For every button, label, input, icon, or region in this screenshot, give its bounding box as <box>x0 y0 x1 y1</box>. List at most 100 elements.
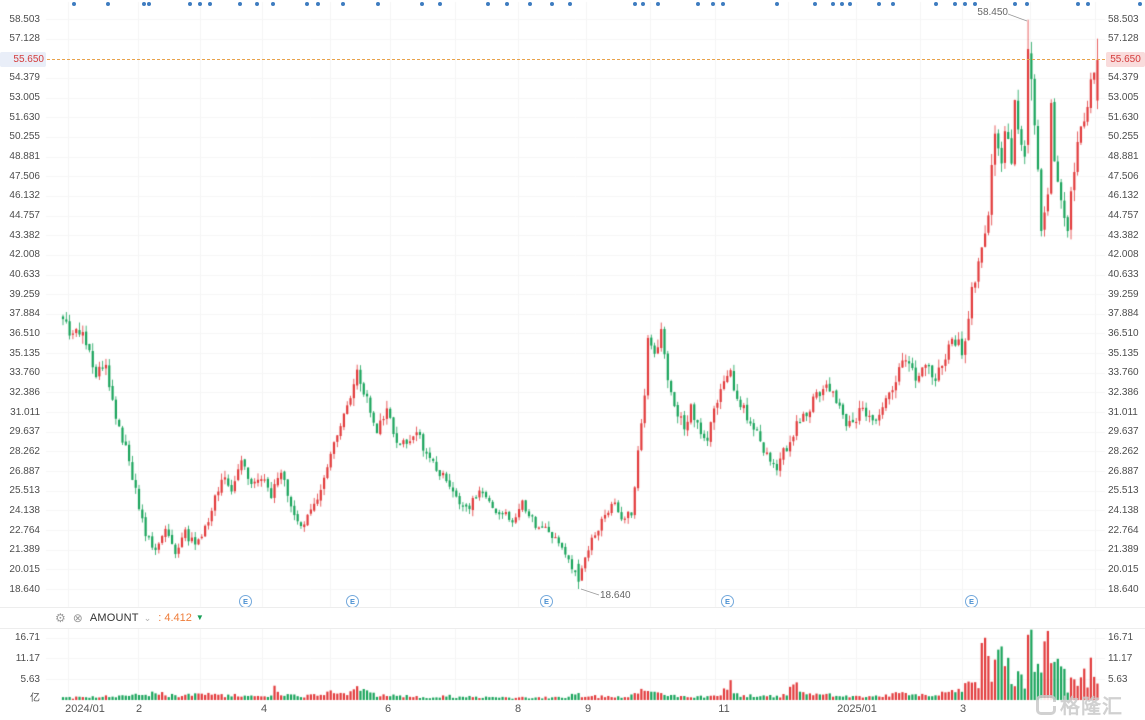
price-axis-label: 40.633 <box>1108 269 1139 281</box>
news-event-dot[interactable] <box>188 2 192 6</box>
news-event-dot[interactable] <box>1086 2 1090 6</box>
news-event-dot[interactable] <box>376 2 380 6</box>
price-axis-label: 47.506 <box>9 170 40 182</box>
price-axis-label: 44.757 <box>1108 210 1139 222</box>
indicator-value-dropdown-arrow-icon[interactable]: ▼ <box>195 613 204 622</box>
price-axis-label: 32.386 <box>9 386 40 398</box>
price-axis-label: 24.138 <box>1108 504 1139 516</box>
news-event-dot[interactable] <box>142 2 146 6</box>
price-axis-label: 29.637 <box>9 426 40 438</box>
price-axis-label: 33.760 <box>9 367 40 379</box>
news-event-dot[interactable] <box>813 2 817 6</box>
news-event-dot[interactable] <box>438 2 442 6</box>
price-axis-label: 53.005 <box>1108 92 1139 104</box>
news-event-dot[interactable] <box>72 2 76 6</box>
time-axis-tick-label: 8 <box>514 703 522 715</box>
price-axis-label: 37.884 <box>1108 308 1139 320</box>
price-axis-label: 31.011 <box>1108 406 1138 418</box>
news-event-dot[interactable] <box>238 2 242 6</box>
news-event-dot[interactable] <box>316 2 320 6</box>
news-event-dot[interactable] <box>633 2 637 6</box>
news-event-dot[interactable] <box>305 2 309 6</box>
price-axis-label: 53.005 <box>9 92 40 104</box>
volume-axis-label: 16.71 <box>1108 632 1134 644</box>
price-axis-label: 48.881 <box>1108 151 1139 163</box>
low-annotation-connector <box>580 588 600 596</box>
earnings-marker[interactable]: E <box>239 595 252 608</box>
indicator-close-icon[interactable]: ⊗ <box>72 611 83 625</box>
price-axis-label: 51.630 <box>1108 111 1139 123</box>
news-event-dot[interactable] <box>711 2 715 6</box>
volume-indicator-header: ⚙ ⊗ AMOUNT ⌄ : 4.412 ▼ <box>0 608 1145 628</box>
indicator-settings-icon[interactable]: ⚙ <box>55 611 66 625</box>
price-axis-label: 36.510 <box>9 327 40 339</box>
price-axis-label: 58.503 <box>1108 13 1139 25</box>
price-axis-label: 47.506 <box>1108 170 1139 182</box>
news-event-dot[interactable] <box>341 2 345 6</box>
price-axis-label: 54.379 <box>9 72 40 84</box>
news-event-dot[interactable] <box>528 2 532 6</box>
news-event-dot[interactable] <box>848 2 852 6</box>
indicator-name-label[interactable]: AMOUNT <box>89 612 139 624</box>
volume-unit-label: 亿 <box>30 693 40 704</box>
chevron-down-icon[interactable]: ⌄ <box>143 612 152 623</box>
price-axis-label: 44.757 <box>9 210 40 222</box>
time-axis-tick-label: 2024/01 <box>65 703 105 715</box>
price-axis-label: 35.135 <box>9 347 40 359</box>
price-axis-label: 32.386 <box>1108 386 1139 398</box>
news-event-dot[interactable] <box>198 2 202 6</box>
price-axis-label: 36.510 <box>1108 327 1139 339</box>
price-axis-label: 57.128 <box>1108 33 1139 45</box>
news-event-dot[interactable] <box>973 2 977 6</box>
price-axis-label: 39.259 <box>1108 288 1139 300</box>
volume-axis-label: 5.63 <box>1108 673 1128 685</box>
news-event-dot[interactable] <box>891 2 895 6</box>
news-event-dot[interactable] <box>934 2 938 6</box>
news-event-dot[interactable] <box>775 2 779 6</box>
price-axis-label: 20.015 <box>1108 563 1139 575</box>
news-event-dot[interactable] <box>271 2 275 6</box>
news-event-dot[interactable] <box>420 2 424 6</box>
news-event-dot[interactable] <box>255 2 259 6</box>
pane-separator-bottom <box>0 628 1145 629</box>
news-event-dot[interactable] <box>505 2 509 6</box>
news-event-dot[interactable] <box>963 2 967 6</box>
news-event-dot[interactable] <box>831 2 835 6</box>
period-low-annotation: 18.640 <box>600 590 631 601</box>
news-event-dot[interactable] <box>877 2 881 6</box>
news-event-dot[interactable] <box>840 2 844 6</box>
price-axis-label: 37.884 <box>9 308 40 320</box>
price-axis-label: 35.135 <box>1108 347 1139 359</box>
volume-axis-label: 16.71 <box>14 632 40 644</box>
price-axis-label: 29.637 <box>1108 426 1139 438</box>
news-event-dot[interactable] <box>208 2 212 6</box>
time-axis-tick-label: 4 <box>260 703 268 715</box>
high-annotation-connector <box>1007 13 1028 22</box>
news-event-dot[interactable] <box>568 2 572 6</box>
price-axis-label: 18.640 <box>1108 583 1139 595</box>
news-event-dot[interactable] <box>656 2 660 6</box>
news-event-dot[interactable] <box>550 2 554 6</box>
news-event-dot[interactable] <box>106 2 110 6</box>
price-axis-label: 33.760 <box>1108 367 1139 379</box>
news-event-dot[interactable] <box>1013 2 1017 6</box>
time-axis-tick-label: 6 <box>384 703 392 715</box>
price-axis-label: 57.128 <box>9 33 40 45</box>
price-axis-label: 46.132 <box>1108 190 1139 202</box>
news-event-dot[interactable] <box>953 2 957 6</box>
news-event-dot[interactable] <box>696 2 700 6</box>
price-axis-label: 21.389 <box>9 544 40 556</box>
news-event-dot[interactable] <box>1076 2 1080 6</box>
price-axis-label: 28.262 <box>9 445 40 457</box>
news-event-dot[interactable] <box>486 2 490 6</box>
news-event-dot[interactable] <box>1025 2 1029 6</box>
news-event-dot[interactable] <box>1138 2 1142 6</box>
indicator-value: : 4.412 <box>158 612 192 624</box>
news-event-dot[interactable] <box>721 2 725 6</box>
news-event-dot[interactable] <box>147 2 151 6</box>
news-event-dot[interactable] <box>641 2 645 6</box>
price-axis-label: 22.764 <box>9 524 40 536</box>
price-axis-label: 54.379 <box>1108 72 1139 84</box>
